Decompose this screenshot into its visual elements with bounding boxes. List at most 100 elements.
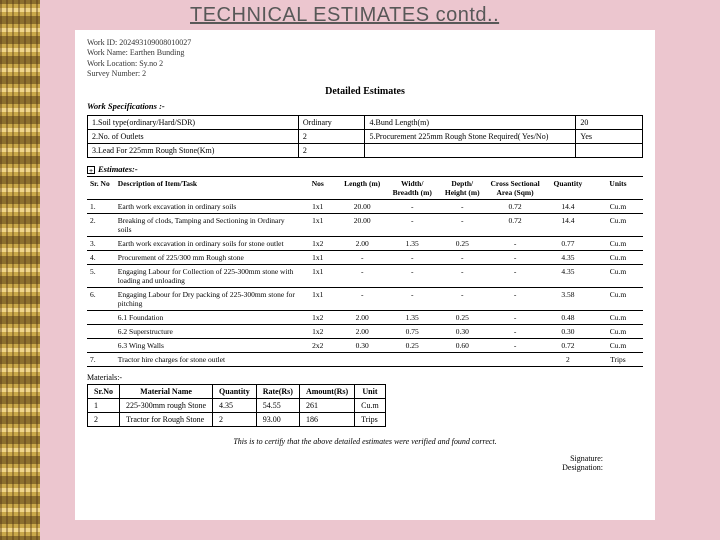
cell: 261 xyxy=(299,398,354,412)
cell: 1.35 xyxy=(387,236,437,250)
table-row: 5.Engaging Labour for Collection of 225-… xyxy=(87,264,643,287)
cell: 0.25 xyxy=(437,236,487,250)
cell: Cu.m xyxy=(355,398,386,412)
cell: - xyxy=(387,264,437,287)
table-row: 4.Procurement of 225/300 mm Rough stone1… xyxy=(87,250,643,264)
cell: - xyxy=(487,250,543,264)
cell: - xyxy=(387,213,437,236)
table-row: 1225-300mm rough Stone4.3554.55261Cu.m xyxy=(88,398,386,412)
col-cross: Cross Sectional Area (Sqm) xyxy=(487,176,543,199)
work-spec-table: 1.Soil type(ordinary/Hard/SDR) Ordinary … xyxy=(87,115,643,158)
cell: 6. xyxy=(87,287,115,310)
cell: 1x1 xyxy=(298,287,337,310)
col-sr: Sr. No xyxy=(87,176,115,199)
spec-cell: 20 xyxy=(576,115,643,129)
cell: Tractor for Rough Stone xyxy=(120,412,213,426)
cell xyxy=(387,352,437,366)
cell: 0.30 xyxy=(437,324,487,338)
signature-line: Signature: xyxy=(87,454,603,463)
cell: Trips xyxy=(355,412,386,426)
col-unit: Units xyxy=(593,176,643,199)
cell: - xyxy=(487,324,543,338)
cell: 4.35 xyxy=(543,250,593,264)
page-title: TECHNICAL ESTIMATES contd.. xyxy=(190,4,499,27)
cell: Tractor hire charges for stone outlet xyxy=(115,352,298,366)
expand-icon[interactable]: + xyxy=(87,166,95,174)
cell xyxy=(87,324,115,338)
cell: Cu.m xyxy=(593,310,643,324)
meta-label: Survey Number: xyxy=(87,69,140,78)
spec-cell: Ordinary xyxy=(298,115,365,129)
table-row: 7.Tractor hire charges for stone outlet2… xyxy=(87,352,643,366)
cell: - xyxy=(437,199,487,213)
cell: - xyxy=(487,236,543,250)
meta-label: Work Name: xyxy=(87,48,128,57)
table-row: 6.3 Wing Walls2x20.300.250.60-0.72Cu.m xyxy=(87,338,643,352)
cell: 5. xyxy=(87,264,115,287)
cell: - xyxy=(487,264,543,287)
cell: 0.60 xyxy=(437,338,487,352)
cell: 6.3 Wing Walls xyxy=(115,338,298,352)
cell: - xyxy=(487,338,543,352)
decorative-border-strip xyxy=(0,0,40,540)
cell: 1x1 xyxy=(298,199,337,213)
cell: 6.1 Foundation xyxy=(115,310,298,324)
spec-cell: 2 xyxy=(298,129,365,143)
cell: - xyxy=(337,264,387,287)
cell: 7. xyxy=(87,352,115,366)
cell: 0.30 xyxy=(337,338,387,352)
col-nos: Nos xyxy=(298,176,337,199)
spec-cell: 1.Soil type(ordinary/Hard/SDR) xyxy=(88,115,299,129)
cell: 1.35 xyxy=(387,310,437,324)
col-depth: Depth/ Height (m) xyxy=(437,176,487,199)
cell: Cu.m xyxy=(593,213,643,236)
spec-cell xyxy=(576,143,643,157)
cell: Engaging Labour for Dry packing of 225-3… xyxy=(115,287,298,310)
cell: - xyxy=(387,199,437,213)
cell: 2.00 xyxy=(337,310,387,324)
cell: 1x1 xyxy=(298,264,337,287)
meta-value: Sy.no 2 xyxy=(139,59,163,68)
cell: 4. xyxy=(87,250,115,264)
col-length: Length (m) xyxy=(337,176,387,199)
meta-survey: Survey Number: 2 xyxy=(87,69,643,79)
cell: Earth work excavation in ordinary soils xyxy=(115,199,298,213)
cell: 0.48 xyxy=(543,310,593,324)
col-name: Material Name xyxy=(120,384,213,398)
detailed-estimates-heading: Detailed Estimates xyxy=(87,86,643,97)
cell: Engaging Labour for Collection of 225-30… xyxy=(115,264,298,287)
table-row: 2.No. of Outlets 2 5.Procurement 225mm R… xyxy=(88,129,643,143)
cell: 3. xyxy=(87,236,115,250)
cell: 20.00 xyxy=(337,199,387,213)
cell: 225-300mm rough Stone xyxy=(120,398,213,412)
col-amount: Amount(Rs) xyxy=(299,384,354,398)
materials-table: Sr.No Material Name Quantity Rate(Rs) Am… xyxy=(87,384,386,427)
cell: 2. xyxy=(87,213,115,236)
spec-cell xyxy=(365,143,576,157)
cell: 1x2 xyxy=(298,324,337,338)
cell: Cu.m xyxy=(593,199,643,213)
table-row: 1.Earth work excavation in ordinary soil… xyxy=(87,199,643,213)
cell: Cu.m xyxy=(593,264,643,287)
cell: - xyxy=(337,287,387,310)
cell: 1x1 xyxy=(298,213,337,236)
cell: 2x2 xyxy=(298,338,337,352)
cell: 1x2 xyxy=(298,310,337,324)
cell: 3.58 xyxy=(543,287,593,310)
materials-heading: Materials:- xyxy=(87,373,643,382)
col-unit: Unit xyxy=(355,384,386,398)
estimates-table: Sr. No Description of Item/Task Nos Leng… xyxy=(87,176,643,367)
cell: 2.00 xyxy=(337,324,387,338)
cell: Cu.m xyxy=(593,236,643,250)
cell: 1 xyxy=(88,398,120,412)
cell: 0.77 xyxy=(543,236,593,250)
cell: - xyxy=(387,250,437,264)
cell: Trips xyxy=(593,352,643,366)
estimates-heading: +Estimates:- xyxy=(87,164,643,174)
work-spec-heading: Work Specifications :- xyxy=(87,101,643,111)
cell: 93.00 xyxy=(256,412,299,426)
col-desc: Description of Item/Task xyxy=(115,176,298,199)
cell xyxy=(87,310,115,324)
cell: 4.35 xyxy=(213,398,257,412)
cell: 54.55 xyxy=(256,398,299,412)
